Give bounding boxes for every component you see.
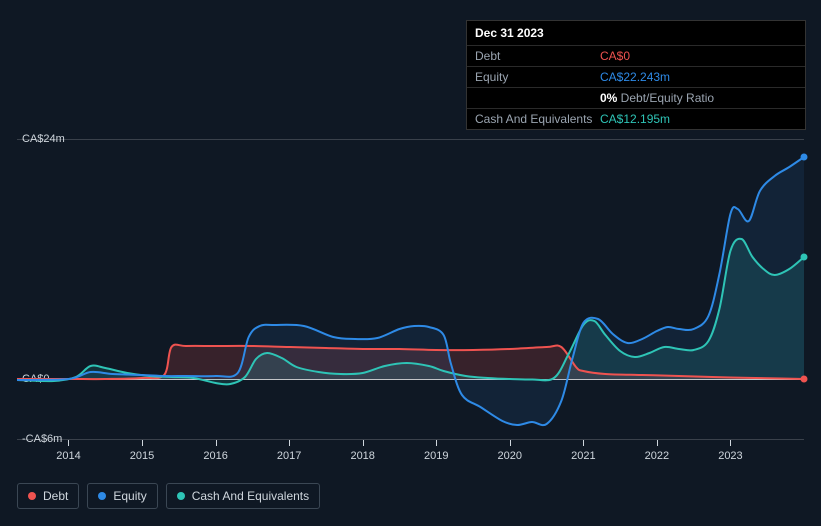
legend-item-equity[interactable]: Equity (87, 483, 157, 509)
x-tick-line (216, 440, 217, 446)
tooltip-label (475, 91, 600, 105)
legend-item-debt[interactable]: Debt (17, 483, 79, 509)
tooltip-value: CA$12.195m (600, 112, 797, 126)
x-tick-line (583, 440, 584, 446)
legend-label: Equity (113, 489, 146, 503)
x-tick-line (657, 440, 658, 446)
x-tick-line (510, 440, 511, 446)
tooltip-label: Equity (475, 70, 600, 84)
x-axis-label: 2015 (130, 450, 154, 462)
x-tick-line (142, 440, 143, 446)
legend-dot-icon (28, 492, 36, 500)
tooltip-row: EquityCA$22.243m (467, 66, 805, 87)
tooltip-value: CA$22.243m (600, 70, 797, 84)
x-axis-label: 2019 (424, 450, 448, 462)
tooltip-value: 0% Debt/Equity Ratio (600, 91, 797, 105)
series-marker-debt (801, 376, 808, 383)
x-tick-line (436, 440, 437, 446)
x-axis: 2014 2015 2016 2017 2018 2019 2020 2021 2022 2023 (17, 450, 804, 470)
x-tick-line (363, 440, 364, 446)
tooltip-value: CA$0 (600, 49, 797, 63)
chart-tooltip: Dec 31 2023 DebtCA$0EquityCA$22.243m0% D… (466, 20, 806, 130)
tooltip-date: Dec 31 2023 (467, 21, 805, 45)
series-line-equity (17, 157, 804, 425)
x-axis-label: 2023 (718, 450, 742, 462)
tooltip-label: Cash And Equivalents (475, 112, 600, 126)
x-axis-label: 2016 (203, 450, 227, 462)
chart-legend: Debt Equity Cash And Equivalents (17, 483, 320, 509)
chart-area: CA$24mCA$0-CA$6m (17, 124, 804, 444)
x-axis-label: 2020 (498, 450, 522, 462)
tooltip-row: DebtCA$0 (467, 45, 805, 66)
x-tick-line (730, 440, 731, 446)
series-marker-cash (801, 254, 808, 261)
chart-plot[interactable] (17, 139, 804, 439)
x-axis-label: 2022 (645, 450, 669, 462)
series-marker-equity (801, 154, 808, 161)
x-axis-label: 2014 (56, 450, 80, 462)
tooltip-label: Debt (475, 49, 600, 63)
x-axis-label: 2021 (571, 450, 595, 462)
x-axis-label: 2018 (350, 450, 374, 462)
series-fill-equity (17, 157, 804, 425)
legend-label: Cash And Equivalents (192, 489, 309, 503)
x-tick-line (289, 440, 290, 446)
legend-item-cash[interactable]: Cash And Equivalents (166, 483, 320, 509)
legend-label: Debt (43, 489, 68, 503)
legend-dot-icon (177, 492, 185, 500)
x-axis-label: 2017 (277, 450, 301, 462)
tooltip-row: 0% Debt/Equity Ratio (467, 87, 805, 108)
gridline (17, 439, 804, 440)
tooltip-row: Cash And EquivalentsCA$12.195m (467, 108, 805, 129)
legend-dot-icon (98, 492, 106, 500)
x-tick-line (68, 440, 69, 446)
